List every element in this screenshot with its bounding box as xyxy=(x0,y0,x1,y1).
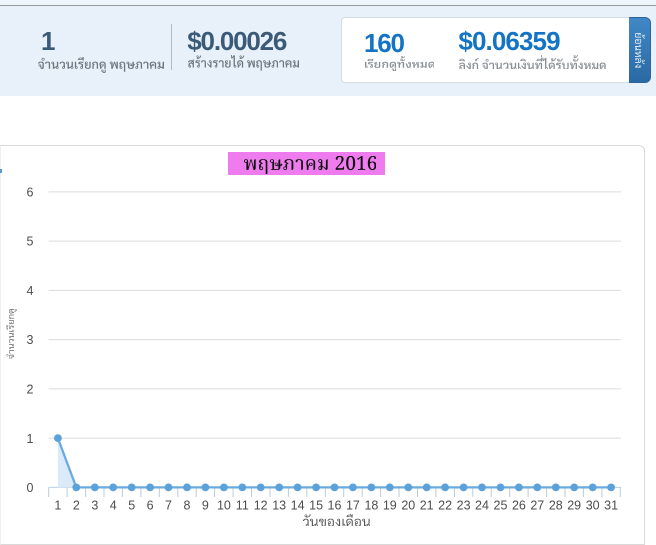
svg-text:27: 27 xyxy=(530,499,544,513)
svg-text:5: 5 xyxy=(27,235,34,249)
svg-text:8: 8 xyxy=(184,499,191,513)
svg-text:4: 4 xyxy=(27,284,34,298)
svg-text:4: 4 xyxy=(110,499,117,513)
svg-text:24: 24 xyxy=(475,499,489,513)
svg-text:3: 3 xyxy=(91,499,98,513)
svg-text:3: 3 xyxy=(27,333,34,347)
svg-text:14: 14 xyxy=(291,499,305,513)
svg-text:31: 31 xyxy=(604,499,618,513)
svg-text:13: 13 xyxy=(272,499,286,513)
svg-text:17: 17 xyxy=(346,499,360,513)
svg-text:12: 12 xyxy=(254,499,268,513)
svg-text:11: 11 xyxy=(236,499,249,513)
svg-text:5: 5 xyxy=(128,499,135,513)
svg-text:23: 23 xyxy=(457,499,471,513)
svg-text:22: 22 xyxy=(438,499,452,513)
svg-text:7: 7 xyxy=(165,499,172,513)
svg-text:6: 6 xyxy=(147,499,154,513)
svg-text:29: 29 xyxy=(567,499,581,513)
svg-text:2: 2 xyxy=(27,383,34,397)
svg-text:19: 19 xyxy=(383,499,397,513)
svg-text:28: 28 xyxy=(549,499,563,513)
svg-text:0: 0 xyxy=(27,481,34,495)
svg-text:6: 6 xyxy=(27,186,34,200)
svg-text:20: 20 xyxy=(401,499,415,513)
svg-text:26: 26 xyxy=(512,499,526,513)
svg-text:30: 30 xyxy=(586,499,600,513)
svg-text:18: 18 xyxy=(364,499,378,513)
svg-text:15: 15 xyxy=(309,499,323,513)
svg-text:10: 10 xyxy=(217,499,231,513)
svg-text:1: 1 xyxy=(54,499,61,513)
svg-text:16: 16 xyxy=(328,499,342,513)
svg-text:21: 21 xyxy=(420,499,434,513)
svg-text:9: 9 xyxy=(202,499,209,513)
svg-text:1: 1 xyxy=(27,432,34,446)
svg-text:25: 25 xyxy=(494,499,508,513)
svg-text:2: 2 xyxy=(73,499,80,513)
